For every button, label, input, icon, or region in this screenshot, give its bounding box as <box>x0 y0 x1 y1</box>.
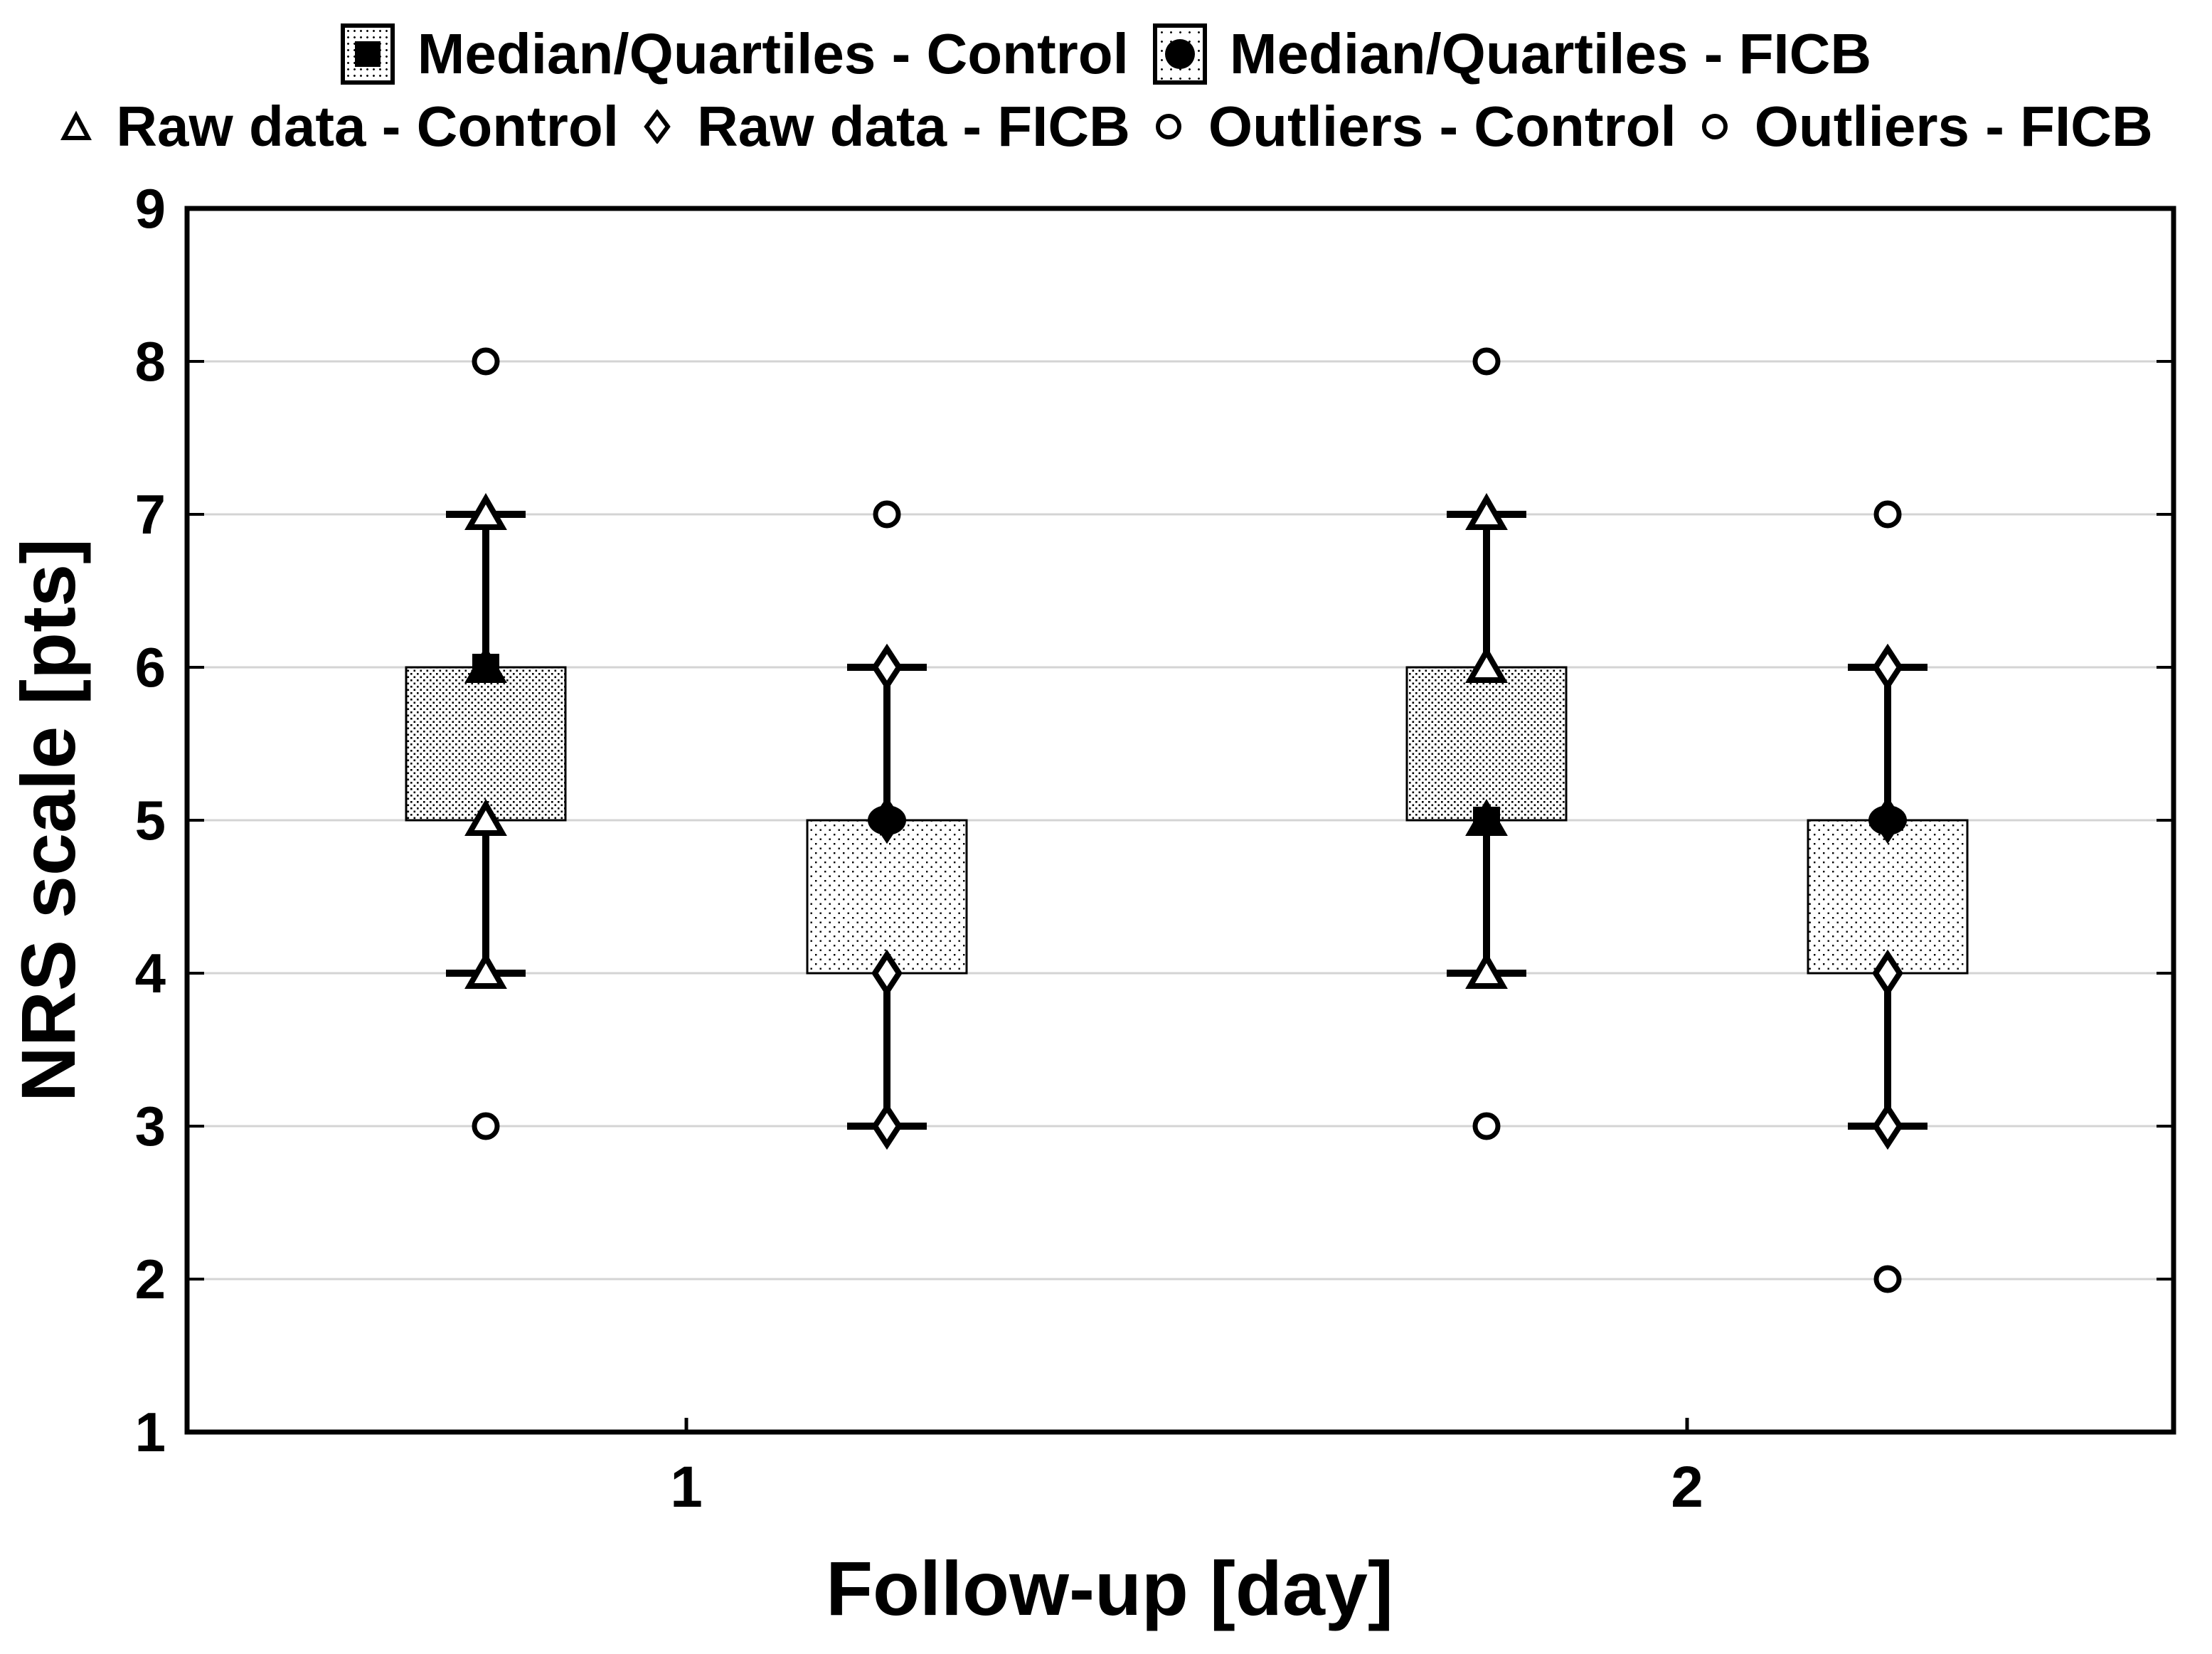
median-circle-marker <box>868 805 906 835</box>
outlier-circle-marker <box>1472 347 1501 376</box>
y-tick-label: 8 <box>135 330 166 393</box>
legend-item-outliers-ficb: Outliers - FICB <box>1698 94 2153 159</box>
box-series <box>405 347 1969 1293</box>
legend-label-raw-ficb: Raw data - FICB <box>696 95 1130 158</box>
raw-diamond-marker <box>871 643 903 691</box>
raw-diamond-marker <box>871 949 903 997</box>
y-tick-label: 9 <box>135 177 166 240</box>
raw-diamond-marker <box>1872 643 1903 691</box>
axis-text: 1 2 3 4 5 6 7 8 9 1 2 Follow-up [day] NRS scale [pts… <box>5 177 1703 1631</box>
boxplot-ficb-day1 <box>806 500 968 1150</box>
axes-frame <box>184 206 2176 1435</box>
median-circle-marker <box>1868 805 1907 835</box>
legend-row-median-quartiles: Median/Quartiles - Control Median/Quarti… <box>0 18 2212 90</box>
outlier-circle-marker <box>873 500 901 529</box>
diamond-icon <box>644 110 671 144</box>
iqr-box <box>1405 666 1568 822</box>
outlier-circle-marker <box>1472 1112 1501 1140</box>
boxplot-ficb-day2 <box>1807 500 1969 1293</box>
box-swatch-ficb-icon <box>1152 23 1207 85</box>
plot-border <box>184 206 2176 1435</box>
median-square-marker <box>1473 807 1500 834</box>
legend-item-outliers-control: Outliers - Control <box>1152 94 1676 159</box>
outlier-circle-marker <box>1873 1265 1902 1293</box>
box-swatch-control-icon <box>340 23 395 85</box>
raw-diamond-marker <box>871 1102 903 1150</box>
x-tick-label: 2 <box>1671 1455 1703 1520</box>
raw-triangle-marker <box>464 951 507 989</box>
raw-triangle-marker <box>1465 492 1508 530</box>
triangle-icon <box>60 110 92 140</box>
boxplot-control-day2 <box>1405 347 1568 1140</box>
y-tick-label: 2 <box>135 1248 166 1310</box>
legend-label-outliers-control: Outliers - Control <box>1208 95 1676 158</box>
iqr-box <box>1807 819 1969 975</box>
raw-diamond-marker <box>1872 1102 1903 1150</box>
x-tick-label: 1 <box>670 1455 703 1520</box>
y-tick-label: 7 <box>135 483 166 546</box>
legend-item-median-control: Median/Quartiles - Control <box>340 21 1129 87</box>
y-axis-title: NRS scale [pts] <box>5 539 91 1102</box>
legend-item-raw-ficb: Raw data - FICB <box>640 94 1130 159</box>
iqr-box <box>405 666 567 822</box>
circle-icon <box>1155 114 1181 139</box>
y-tick-label: 3 <box>135 1095 166 1157</box>
legend-label-outliers-ficb: Outliers - FICB <box>1754 95 2153 158</box>
raw-triangle-marker <box>464 798 507 836</box>
legend-item-raw-control: Raw data - Control <box>59 94 619 159</box>
outlier-circle-marker <box>472 347 500 376</box>
raw-triangle-marker <box>1465 645 1508 683</box>
legend-item-median-ficb: Median/Quartiles - FICB <box>1152 21 1872 87</box>
y-tick-label: 6 <box>135 636 166 699</box>
iqr-box <box>806 819 968 975</box>
legend-label-median-control: Median/Quartiles - Control <box>417 22 1129 85</box>
outlier-circle-marker <box>472 1112 500 1140</box>
legend-row-raw-outliers: Raw data - Control Raw data - FICB Outli… <box>0 91 2212 162</box>
x-axis-title: Follow-up [day] <box>826 1545 1393 1631</box>
legend-label-median-ficb: Median/Quartiles - FICB <box>1229 22 1872 85</box>
circle-icon <box>1701 114 1728 139</box>
legend-label-raw-control: Raw data - Control <box>116 95 619 158</box>
raw-diamond-marker <box>1872 949 1903 997</box>
raw-triangle-marker <box>1465 951 1508 989</box>
y-tick-label: 4 <box>135 942 166 1004</box>
boxplot-control-day1 <box>405 347 567 1140</box>
outlier-circle-marker <box>1873 500 1902 529</box>
raw-triangle-marker <box>464 492 507 530</box>
median-square-marker <box>472 654 499 681</box>
y-tick-label: 1 <box>135 1401 166 1463</box>
y-tick-label: 5 <box>135 789 166 852</box>
